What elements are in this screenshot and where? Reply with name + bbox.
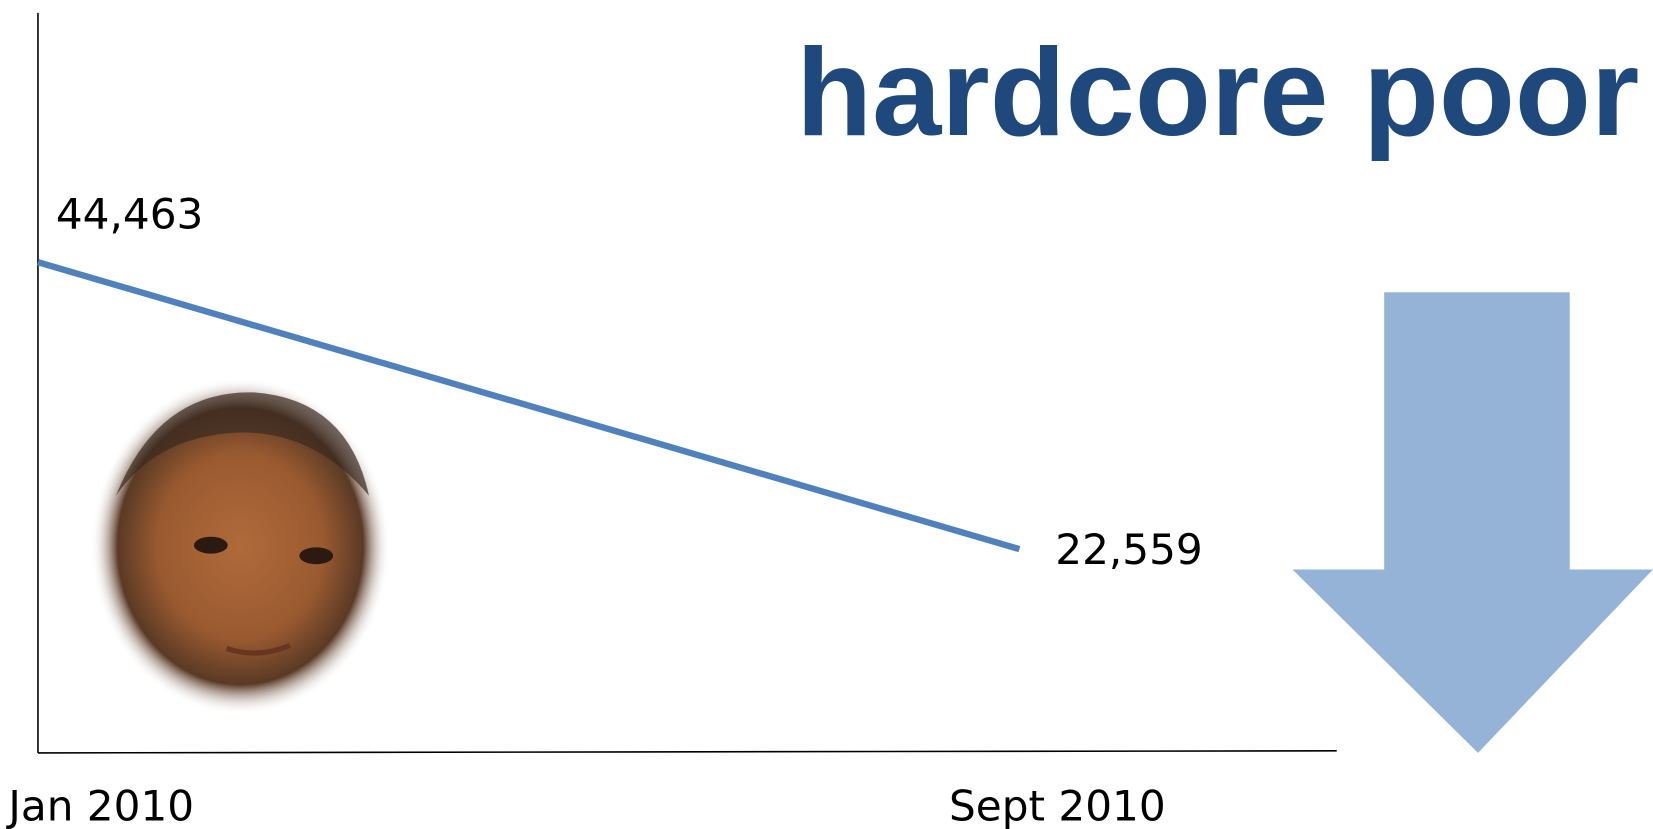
data-label: 22,559 [1055, 525, 1203, 574]
x-tick-label: Sept 2010 [949, 781, 1166, 829]
data-label: 44,463 [56, 189, 204, 238]
photo [90, 377, 391, 715]
x-tick-label: Jan 2010 [5, 781, 194, 829]
line [37, 259, 1021, 553]
chart-title: hardcore poor [796, 23, 1639, 162]
down-arrow [1292, 292, 1653, 753]
x-axis [37, 750, 1337, 754]
